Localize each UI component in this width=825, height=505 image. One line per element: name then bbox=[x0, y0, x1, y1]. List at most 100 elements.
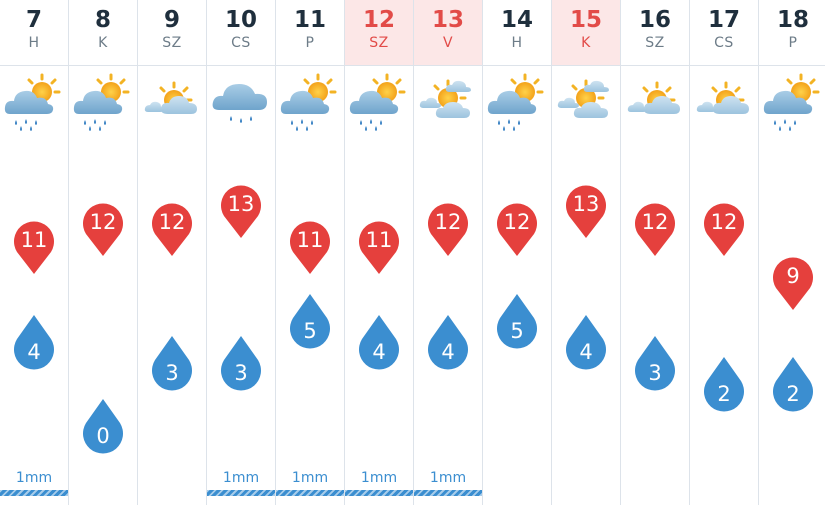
max-temp-value: 13 bbox=[228, 192, 255, 216]
max-temp-value: 12 bbox=[642, 210, 669, 234]
cloud-sun-rain-icon bbox=[71, 70, 135, 134]
day-header: 13 V bbox=[414, 0, 482, 66]
min-temp-marker: 2 bbox=[773, 357, 813, 412]
weekday-label: SZ bbox=[369, 35, 389, 51]
day-number: 11 bbox=[293, 7, 326, 33]
min-temp-value: 4 bbox=[579, 340, 592, 364]
day-column[interactable]: 15 K 13 4 bbox=[552, 0, 621, 505]
cloud-sun-rain-icon bbox=[347, 70, 411, 134]
day-column[interactable]: 17 CS 12 2 bbox=[690, 0, 759, 505]
max-temp-value: 12 bbox=[90, 210, 117, 234]
min-temp-value: 5 bbox=[510, 319, 523, 343]
weekday-label: P bbox=[788, 35, 798, 51]
day-number: 9 bbox=[163, 7, 180, 33]
day-number: 15 bbox=[569, 7, 602, 33]
max-temp-value: 11 bbox=[21, 228, 48, 252]
precipitation-amount: 1mm bbox=[360, 470, 398, 486]
weekday-label: H bbox=[28, 35, 40, 51]
day-header: 7 H bbox=[0, 0, 68, 66]
day-column[interactable]: 16 SZ 12 3 bbox=[621, 0, 690, 505]
min-temp-marker: 3 bbox=[152, 336, 192, 391]
max-temp-marker: 13 bbox=[566, 185, 606, 238]
day-column[interactable]: 14 H 12 5 bbox=[483, 0, 552, 505]
day-number: 18 bbox=[776, 7, 809, 33]
weekday-label: V bbox=[442, 35, 454, 51]
min-temp-marker: 4 bbox=[359, 315, 399, 370]
day-column[interactable]: 11 P 11 5 1mm bbox=[276, 0, 345, 505]
sun-cloud-icon bbox=[623, 70, 687, 134]
day-column[interactable]: 7 H 11 4 1mm bbox=[0, 0, 69, 505]
max-temp-marker: 13 bbox=[221, 185, 261, 238]
max-temp-marker: 11 bbox=[359, 221, 399, 274]
min-temp-marker: 5 bbox=[290, 294, 330, 349]
max-temp-value: 11 bbox=[297, 228, 324, 252]
precipitation-bar bbox=[414, 490, 482, 496]
min-temp-marker: 4 bbox=[428, 315, 468, 370]
day-column[interactable]: 13 V 12 4 1mm bbox=[414, 0, 483, 505]
weekday-label: P bbox=[305, 35, 315, 51]
weekday-label: H bbox=[511, 35, 523, 51]
precipitation-amount: 1mm bbox=[222, 470, 260, 486]
cloud-sun-rain-icon bbox=[278, 70, 342, 134]
precipitation-amount: 1mm bbox=[429, 470, 467, 486]
day-column[interactable]: 10 CS 13 3 1mm bbox=[207, 0, 276, 505]
min-temp-marker: 3 bbox=[221, 336, 261, 391]
weekday-label: SZ bbox=[162, 35, 182, 51]
day-header: 10 CS bbox=[207, 0, 275, 66]
max-temp-marker: 12 bbox=[635, 203, 675, 256]
min-temp-value: 4 bbox=[372, 340, 385, 364]
min-temp-marker: 0 bbox=[83, 399, 123, 454]
min-temp-marker: 2 bbox=[704, 357, 744, 412]
max-temp-marker: 11 bbox=[290, 221, 330, 274]
min-temp-marker: 4 bbox=[13, 315, 54, 370]
day-header: 14 H bbox=[483, 0, 551, 66]
day-column[interactable]: 9 SZ 12 3 bbox=[138, 0, 207, 505]
min-temp-value: 3 bbox=[648, 361, 661, 385]
max-temp-marker: 12 bbox=[83, 203, 123, 256]
day-header: 11 P bbox=[276, 0, 344, 66]
day-number: 8 bbox=[94, 7, 111, 33]
weekday-label: K bbox=[581, 35, 591, 51]
day-header: 18 P bbox=[759, 0, 825, 66]
sun-clouds-icon bbox=[554, 70, 618, 134]
day-column[interactable]: 8 K 12 0 bbox=[69, 0, 138, 505]
max-temp-value: 13 bbox=[573, 192, 600, 216]
cloud-sun-rain-icon bbox=[2, 70, 66, 134]
day-number: 16 bbox=[638, 7, 671, 33]
max-temp-value: 12 bbox=[159, 210, 186, 234]
sun-cloud-icon bbox=[140, 70, 204, 134]
day-number: 12 bbox=[362, 7, 395, 33]
day-number: 10 bbox=[224, 7, 257, 33]
day-number: 7 bbox=[25, 7, 42, 33]
max-temp-marker: 12 bbox=[152, 203, 192, 256]
day-column[interactable]: 12 SZ 11 4 1mm bbox=[345, 0, 414, 505]
precipitation-bar bbox=[0, 490, 68, 496]
weekday-label: CS bbox=[231, 35, 251, 51]
precipitation-bar bbox=[207, 490, 275, 496]
min-temp-value: 3 bbox=[165, 361, 178, 385]
min-temp-value: 4 bbox=[27, 340, 40, 364]
min-temp-value: 2 bbox=[717, 382, 730, 406]
max-temp-value: 11 bbox=[366, 228, 393, 252]
max-temp-marker: 12 bbox=[428, 203, 468, 256]
weekday-label: K bbox=[98, 35, 108, 51]
max-temp-marker: 12 bbox=[497, 203, 537, 256]
max-temp-marker: 11 bbox=[14, 221, 55, 274]
cloud-rain-icon bbox=[209, 70, 273, 134]
sun-cloud-icon bbox=[692, 70, 756, 134]
min-temp-value: 4 bbox=[441, 340, 454, 364]
min-temp-marker: 5 bbox=[497, 294, 537, 349]
min-temp-value: 2 bbox=[786, 382, 799, 406]
weekday-label: SZ bbox=[645, 35, 665, 51]
day-header: 12 SZ bbox=[345, 0, 413, 66]
day-header: 15 K bbox=[552, 0, 620, 66]
day-column[interactable]: 18 P 9 2 bbox=[759, 0, 825, 505]
day-header: 17 CS bbox=[690, 0, 758, 66]
cloud-sun-rain-icon bbox=[485, 70, 549, 134]
min-temp-marker: 3 bbox=[635, 336, 675, 391]
cloud-sun-rain-icon bbox=[761, 70, 825, 134]
sun-clouds-icon bbox=[416, 70, 480, 134]
max-temp-value: 12 bbox=[504, 210, 531, 234]
min-temp-value: 5 bbox=[303, 319, 316, 343]
